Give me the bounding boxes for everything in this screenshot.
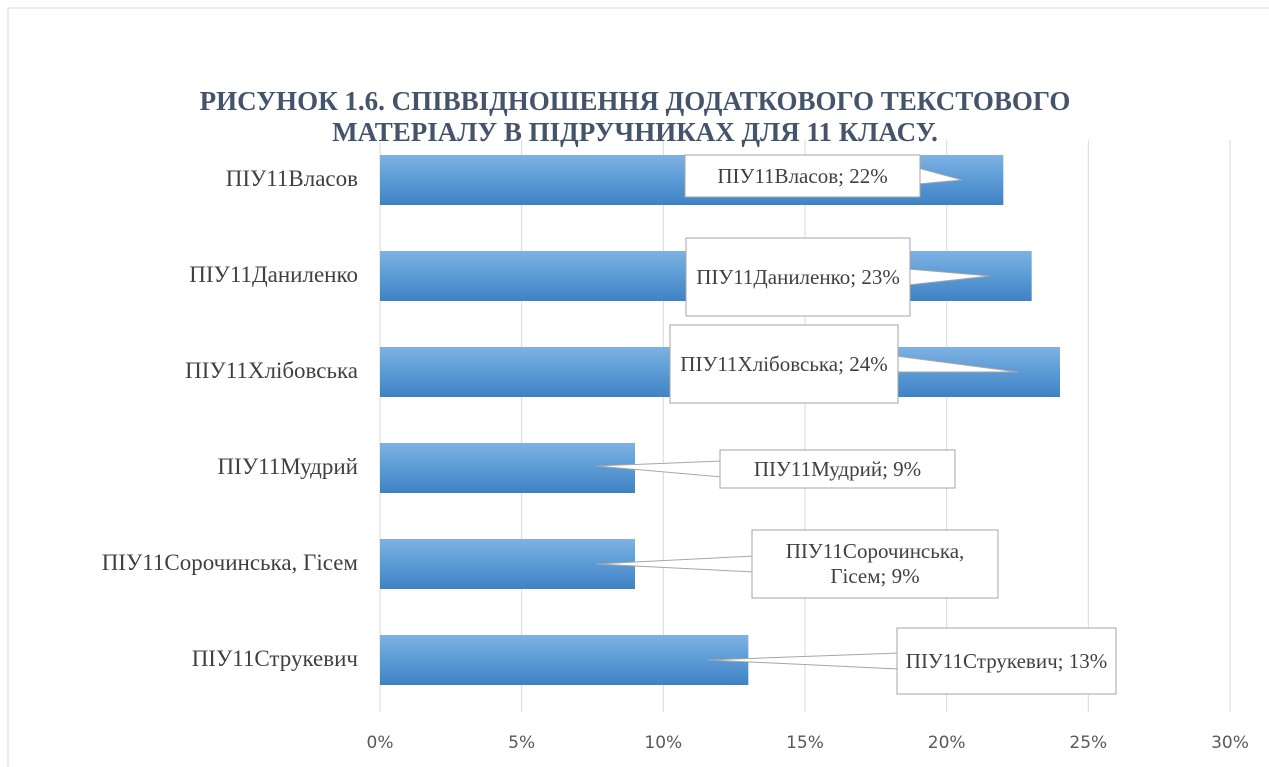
chart-border: [7, 7, 1269, 767]
x-tick-label: 15%: [786, 733, 824, 753]
x-tick-label: 25%: [1069, 733, 1108, 753]
x-tick-label: 10%: [644, 733, 683, 753]
callout-box: [719, 449, 956, 489]
data-label: ПІУ11Хлібовська; 24%: [680, 351, 888, 376]
data-label: ПІУ11Мудрий; 9%: [753, 456, 922, 481]
callout-box: [685, 237, 911, 317]
callout-box: [669, 324, 899, 404]
callout-box: [896, 627, 1117, 695]
callout-box: [684, 154, 921, 198]
bar: [380, 539, 635, 589]
data-label: ПІУ11Сорочинська, Гісем; 9%: [785, 539, 965, 588]
x-tick-label: 20%: [927, 733, 966, 753]
y-tick-label: ПІУ11Струкевич: [191, 646, 358, 671]
x-tick-label: 5%: [508, 733, 536, 753]
data-label: ПІУ11Даниленко; 23%: [696, 264, 900, 289]
bar: [380, 443, 635, 493]
y-tick-label: ПІУ11Даниленко: [189, 262, 358, 287]
y-tick-label: ПІУ11Сорочинська, Гісем: [101, 550, 358, 575]
data-label: ПІУ11Струкевич; 13%: [905, 648, 1108, 673]
chart-title: РИСУНОК 1.6. СПІВВІДНОШЕННЯ ДОДАТКОВОГО …: [199, 86, 1071, 147]
callout-box: [751, 529, 999, 599]
x-tick-label: 0%: [366, 733, 394, 753]
y-tick-label: ПІУ11Власов: [225, 166, 358, 191]
y-tick-label: ПІУ11Хлібовська: [185, 358, 358, 383]
x-tick-label: 30%: [1211, 733, 1249, 753]
y-tick-label: ПІУ11Мудрий: [217, 454, 358, 479]
data-label: ПІУ11Власов; 22%: [717, 163, 888, 188]
bar: [380, 635, 749, 685]
